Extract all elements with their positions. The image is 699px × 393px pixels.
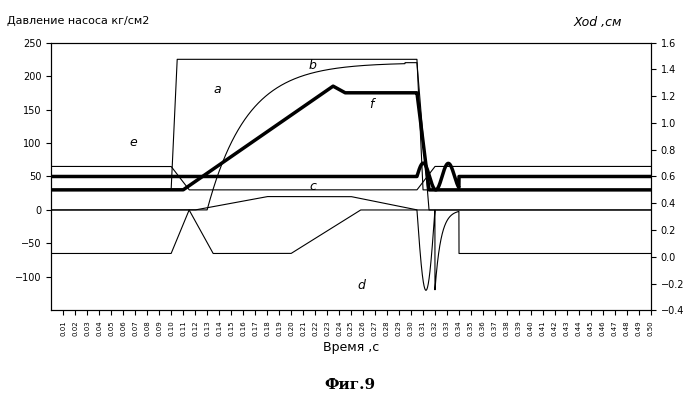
Text: c: c (309, 180, 316, 193)
Text: d: d (357, 279, 365, 292)
Text: Давление насоса кг/см2: Давление насоса кг/см2 (7, 16, 150, 26)
Text: Xod ,см: Xod ,см (573, 16, 621, 29)
Text: Фиг.9: Фиг.9 (324, 378, 375, 392)
Text: a: a (213, 83, 221, 96)
Text: e: e (129, 136, 137, 149)
Text: b: b (309, 59, 317, 72)
Text: f: f (369, 98, 373, 111)
X-axis label: Время ,с: Время ,с (323, 342, 379, 354)
